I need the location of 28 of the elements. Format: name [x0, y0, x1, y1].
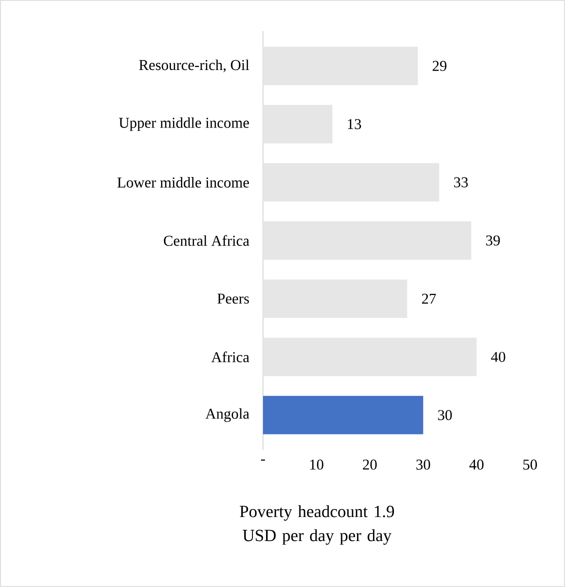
bar	[262, 279, 408, 318]
x-tick-label: 10	[310, 460, 324, 470]
y-tick-label: Upper middle income	[118, 117, 249, 131]
data-label: 27	[422, 294, 436, 304]
x-tick-label: 30	[416, 460, 430, 470]
y-tick-label: Peers	[217, 294, 249, 304]
y-tick-label: Central Africa	[164, 235, 250, 246]
bar	[262, 46, 418, 86]
x-tick-label: 40	[469, 460, 484, 470]
data-label: 13	[348, 119, 362, 130]
data-label: 29	[432, 60, 446, 71]
x-tick-label: 50	[523, 460, 537, 470]
y-tick-label: Angola	[205, 408, 250, 422]
data-label: 33	[454, 177, 468, 188]
y-tick-label: Africa	[211, 352, 250, 362]
bar	[262, 221, 472, 260]
x-tick-label: 20	[362, 460, 377, 470]
bar	[262, 104, 332, 144]
data-label: 30	[438, 410, 452, 420]
data-label: 40	[491, 352, 506, 362]
data-label: 39	[486, 235, 500, 246]
x-axis-title: Poverty headcount 1.9 USD per day per day	[240, 505, 394, 545]
bar	[262, 396, 424, 434]
y-tick-label: Resource-rich, Oil	[139, 60, 250, 72]
y-tick-label: Lower middle income	[117, 177, 249, 188]
bar	[262, 338, 477, 376]
bar	[262, 163, 440, 202]
x-tick-label: -	[261, 460, 265, 461]
